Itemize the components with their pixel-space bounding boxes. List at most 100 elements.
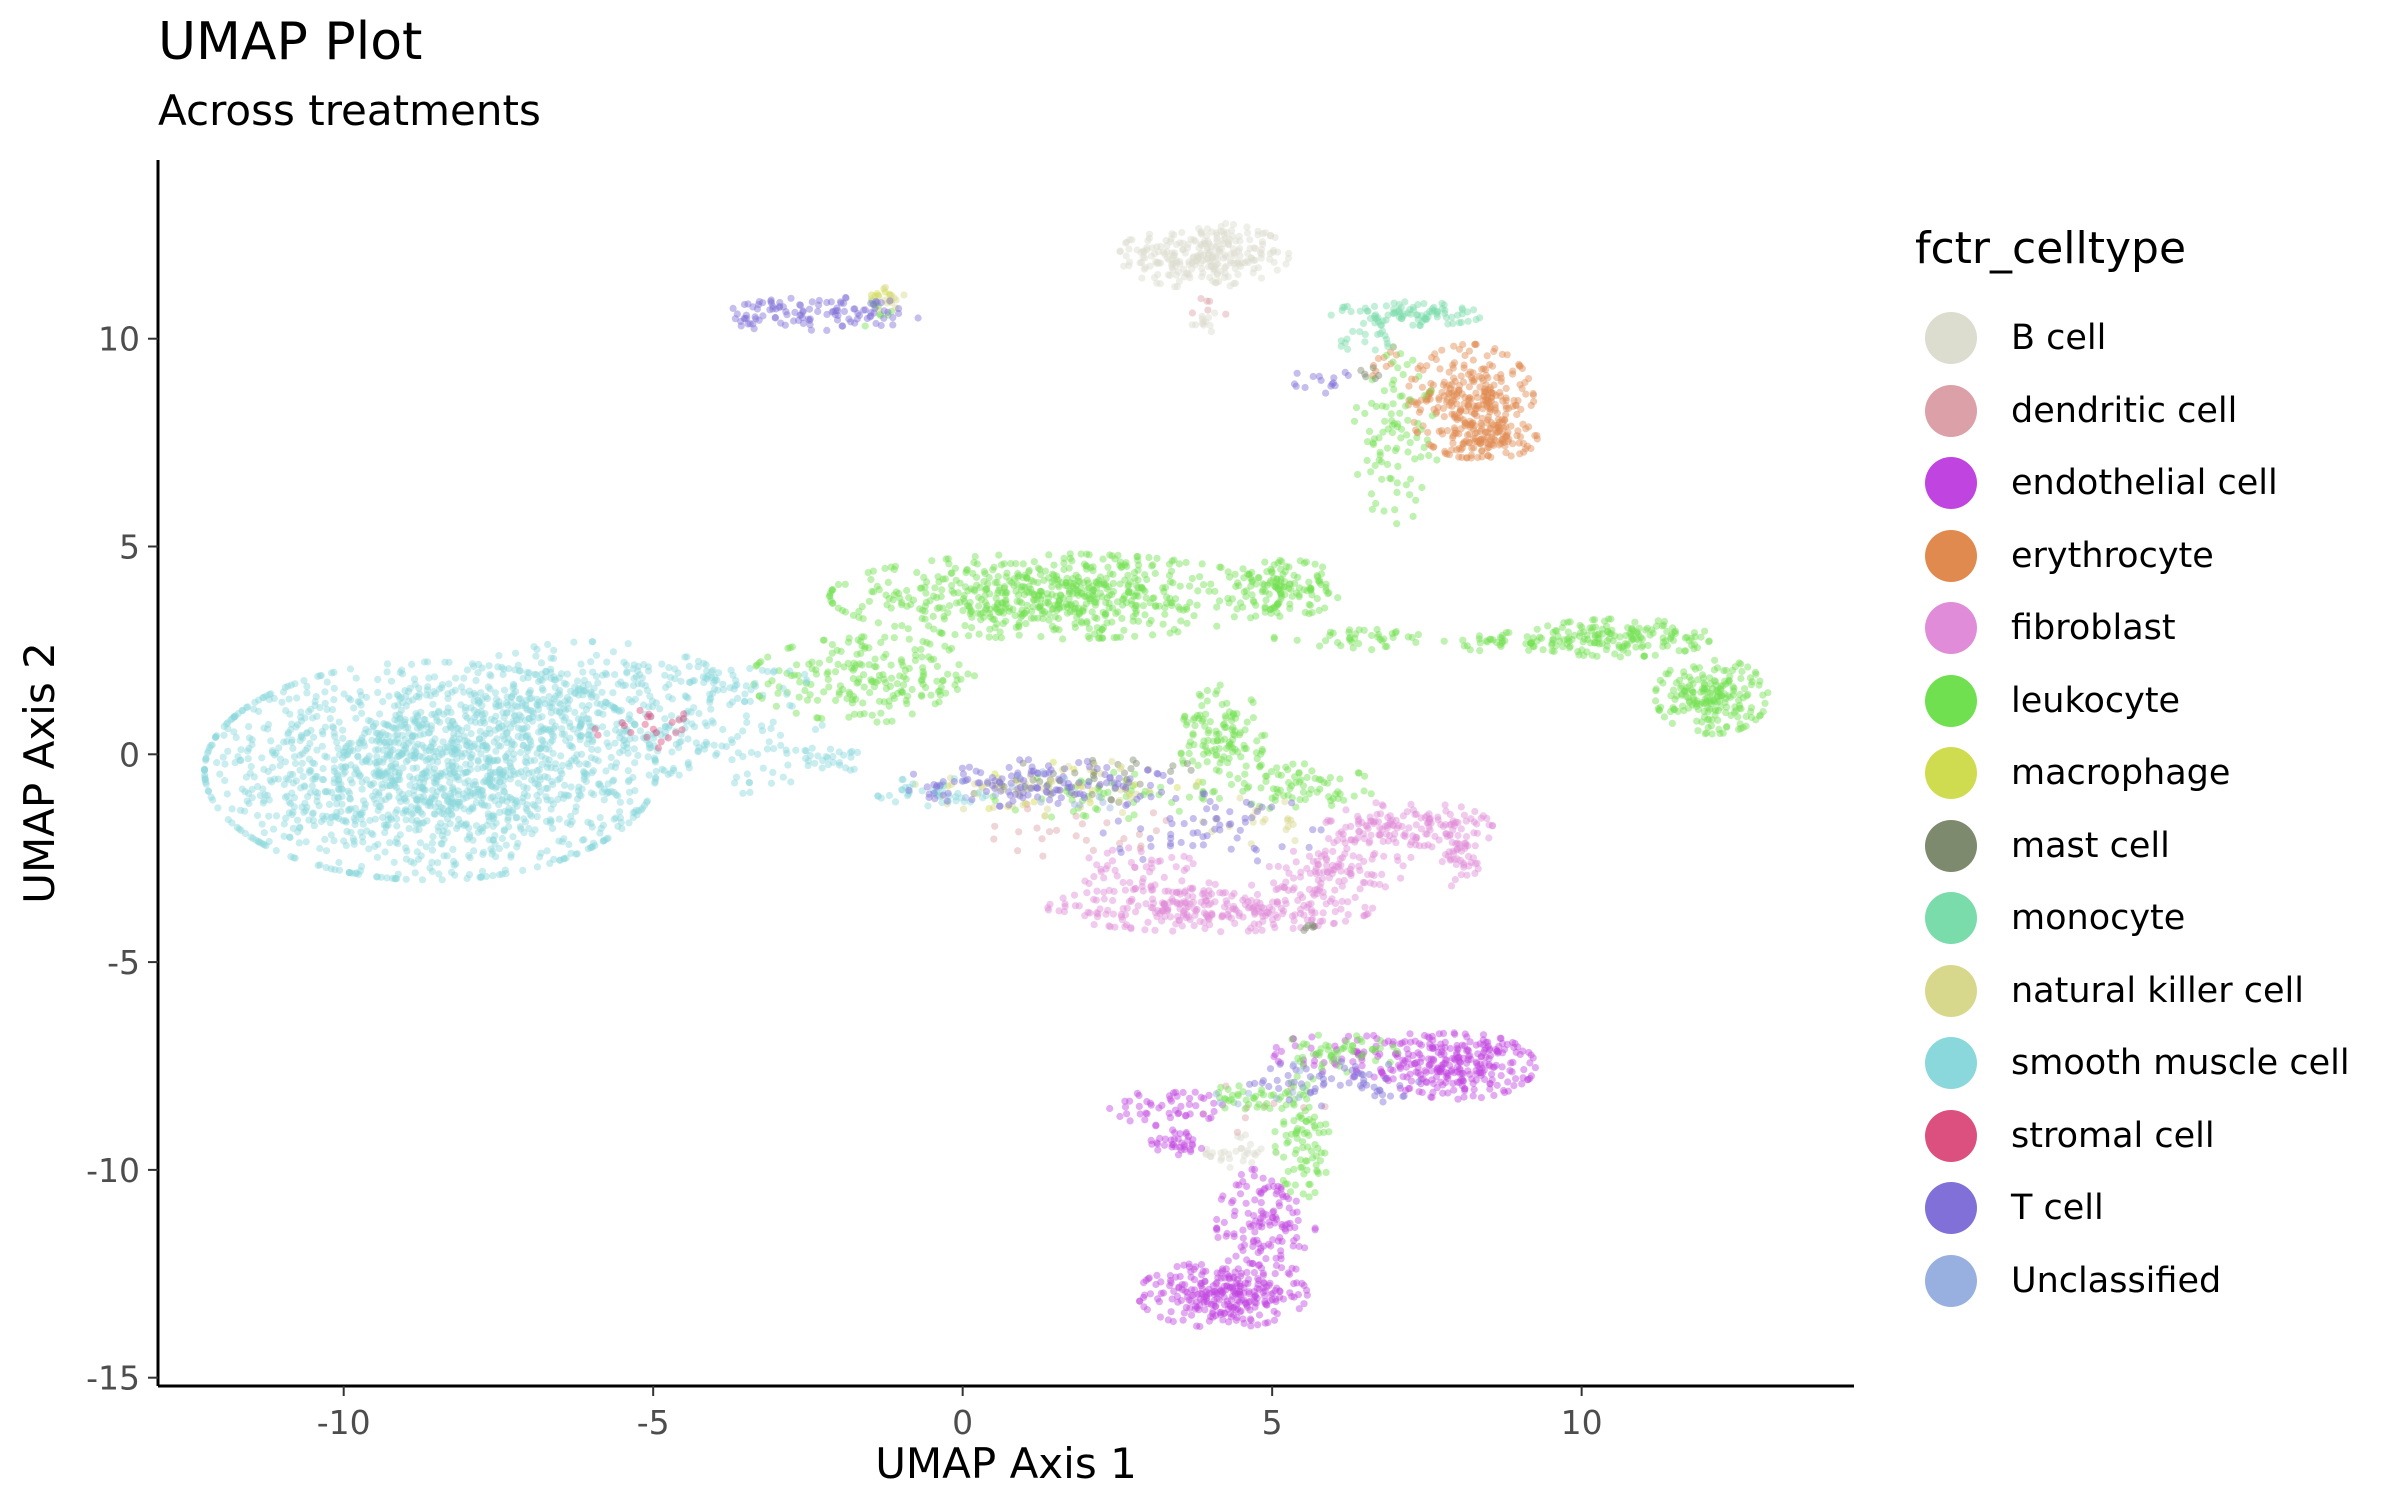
data-point <box>1490 1063 1498 1071</box>
data-point <box>955 661 963 669</box>
data-point <box>1181 1281 1189 1289</box>
data-point <box>1427 1067 1435 1075</box>
data-point <box>1021 609 1029 617</box>
data-point <box>1066 550 1074 558</box>
data-point <box>1456 1058 1464 1066</box>
data-point <box>997 561 1006 569</box>
data-point <box>1324 590 1332 598</box>
data-point <box>1099 555 1107 563</box>
data-point <box>1251 1228 1259 1236</box>
data-point <box>1461 1087 1469 1095</box>
data-point <box>1259 1209 1267 1217</box>
data-point <box>1206 718 1214 726</box>
data-point <box>1519 439 1527 447</box>
data-point <box>1416 321 1424 330</box>
data-point <box>1128 895 1136 903</box>
data-point <box>1217 1149 1225 1157</box>
data-point <box>1703 688 1712 696</box>
data-point <box>920 573 928 582</box>
data-point <box>1527 1051 1535 1059</box>
data-point <box>844 638 853 646</box>
data-point <box>1286 600 1294 608</box>
data-point <box>1143 246 1151 254</box>
data-point <box>1409 306 1418 314</box>
data-point <box>1211 265 1219 273</box>
data-point <box>1711 678 1720 686</box>
data-point <box>1207 1114 1215 1122</box>
data-point <box>1354 470 1362 479</box>
data-point <box>1205 249 1213 257</box>
data-point <box>1001 591 1010 599</box>
data-point <box>1209 1149 1217 1157</box>
data-point <box>1289 886 1297 894</box>
data-point <box>1474 453 1482 462</box>
data-point <box>1002 617 1010 625</box>
data-point <box>1470 306 1478 314</box>
data-point <box>1307 900 1315 908</box>
data-point <box>1403 808 1411 816</box>
data-point <box>1127 765 1135 773</box>
data-point <box>1114 608 1122 616</box>
data-point <box>1239 1157 1247 1165</box>
data-point <box>1438 1065 1446 1073</box>
data-point <box>1276 1293 1284 1301</box>
data-point <box>1127 597 1136 605</box>
data-point <box>1482 1038 1490 1046</box>
data-point <box>877 638 885 647</box>
data-point <box>1463 871 1471 879</box>
data-point <box>1360 1048 1368 1056</box>
data-point <box>1474 1050 1482 1058</box>
data-point <box>1477 1053 1485 1061</box>
data-point <box>1671 695 1679 704</box>
data-point <box>1298 1114 1306 1123</box>
data-point <box>1654 704 1662 713</box>
data-point <box>1477 1069 1485 1077</box>
data-point <box>1454 1095 1462 1103</box>
data-point <box>1462 1047 1471 1055</box>
data-point <box>1370 1031 1378 1040</box>
data-point <box>1179 246 1187 254</box>
data-point <box>1273 914 1281 922</box>
data-point <box>1229 220 1238 229</box>
data-point <box>1129 756 1137 764</box>
data-point <box>1259 240 1267 249</box>
data-point <box>1376 1037 1385 1045</box>
data-point <box>1444 1089 1452 1097</box>
data-point <box>1486 1080 1494 1088</box>
data-point <box>1327 817 1335 825</box>
data-point <box>1083 550 1091 558</box>
data-point <box>1023 800 1031 808</box>
data-point <box>1200 887 1208 895</box>
data-point <box>1225 1155 1234 1163</box>
data-point <box>900 291 908 299</box>
data-point <box>1311 560 1319 568</box>
data-point <box>1397 304 1405 312</box>
data-point <box>1331 1059 1339 1067</box>
data-point <box>1037 633 1045 641</box>
data-point <box>1325 874 1333 882</box>
data-point <box>1731 663 1739 671</box>
data-point <box>1210 267 1218 275</box>
data-point <box>1218 913 1226 921</box>
data-point <box>1170 252 1178 260</box>
data-point <box>1182 1303 1190 1311</box>
data-point <box>1353 1047 1361 1055</box>
data-point <box>1211 880 1219 889</box>
data-point <box>850 710 859 718</box>
data-point <box>1473 829 1481 837</box>
data-point <box>1169 266 1177 274</box>
data-point <box>1152 827 1160 835</box>
data-point <box>1116 839 1124 848</box>
data-point <box>1502 384 1510 392</box>
data-point <box>374 689 382 697</box>
data-point <box>1446 856 1454 864</box>
data-point <box>1270 258 1278 266</box>
data-point <box>1224 240 1232 248</box>
data-point <box>1359 319 1368 327</box>
data-point <box>849 692 858 701</box>
data-point <box>1247 1322 1255 1330</box>
data-point <box>258 754 266 762</box>
data-point <box>1501 1088 1509 1097</box>
data-point <box>793 661 801 669</box>
data-point <box>1412 496 1420 504</box>
